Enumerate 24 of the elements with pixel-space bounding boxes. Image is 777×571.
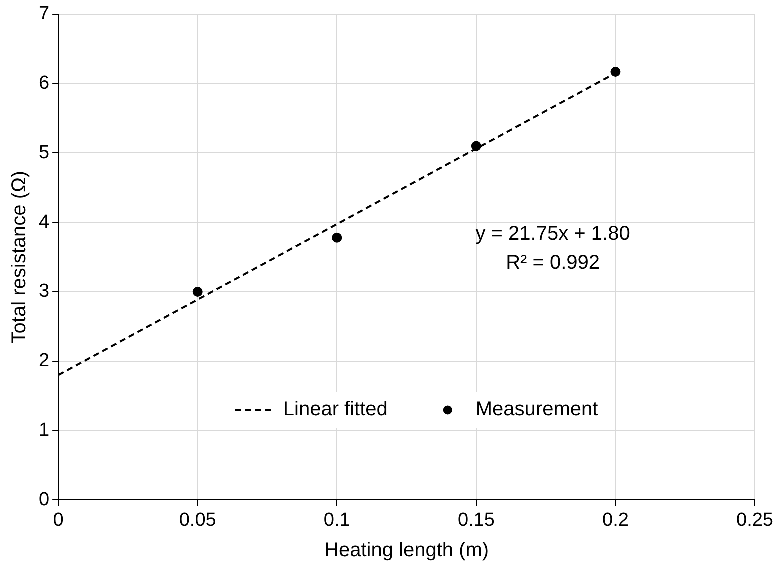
legend-label: Measurement [476,398,599,421]
x-tick-label: 0.25 [736,510,774,531]
x-tick-label: 0 [53,510,64,531]
y-tick-label: 7 [38,4,50,25]
annotation: R² = 0.992 [506,252,600,274]
legend-label: Linear fitted [283,398,388,421]
x-tick-label: 0.05 [179,510,216,531]
y-tick-label: 4 [38,212,50,233]
x-tick-label: 0.1 [324,510,350,531]
point [332,232,342,243]
x-axis-title: Heating length (m) [324,540,490,562]
y-tick-label: 1 [38,420,50,442]
y-axis-title: Total resistance (Ω) [8,170,31,344]
x-tick-label: 0.2 [602,510,629,531]
point [471,141,482,152]
y-tick-label: 0 [38,489,50,510]
y-tick-label: 3 [38,281,50,302]
y-tick-label: 5 [38,142,50,164]
y-tick-label: 2 [38,350,50,372]
annotation: y = 21.75x + 1.80 [476,222,630,245]
point [192,287,203,297]
point [610,67,621,77]
y-tick-label: 6 [38,73,50,94]
x-tick-label: 0.15 [458,510,495,531]
